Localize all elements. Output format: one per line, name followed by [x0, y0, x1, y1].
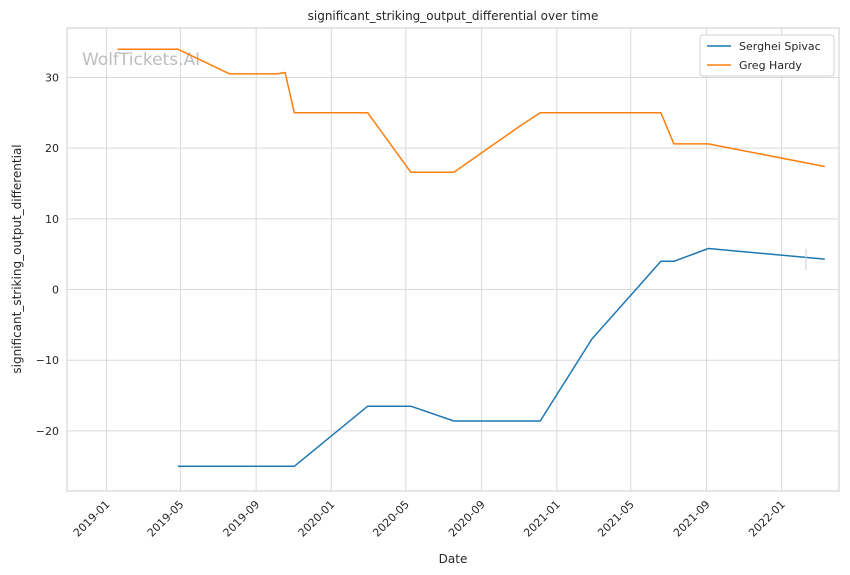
series-lines — [117, 48, 825, 468]
y-axis-label: significant_striking_output_differential — [10, 144, 24, 373]
x-tick-label: 2020-05 — [370, 498, 412, 540]
plot-area — [66, 27, 840, 492]
x-tick-label: 2022-01 — [746, 498, 788, 540]
chart-title: significant_striking_output_differential… — [308, 9, 599, 23]
y-tick-label: 10 — [45, 213, 59, 226]
x-tick-label: 2020-09 — [446, 498, 488, 540]
legend: Serghei Spivac Greg Hardy — [699, 34, 835, 77]
y-axis: −20 −10 0 10 20 30 — [36, 71, 59, 437]
x-tick-label: 2021-05 — [595, 498, 637, 540]
series-line-greg-hardy — [117, 48, 825, 173]
x-tick-label: 2021-09 — [671, 498, 713, 540]
x-tick-label: 2019-09 — [221, 498, 263, 540]
x-tick-label: 2019-05 — [145, 498, 187, 540]
legend-label: Serghei Spivac — [739, 40, 821, 53]
y-tick-label: 0 — [52, 284, 59, 297]
x-tick-label: 2020-01 — [296, 498, 338, 540]
y-tick-label: −10 — [36, 354, 59, 367]
y-tick-label: −20 — [36, 425, 59, 438]
y-tick-label: 20 — [45, 142, 59, 155]
grid — [67, 28, 839, 491]
x-tick-label: 2019-01 — [71, 498, 113, 540]
series-line-serghei-spivac — [177, 247, 825, 468]
legend-box — [699, 34, 835, 77]
x-axis: 2019-01 2019-05 2019-09 2020-01 2020-05 2020-… — [71, 498, 788, 540]
y-tick-label: 30 — [45, 71, 59, 84]
x-tick-label: 2021-01 — [521, 498, 563, 540]
watermark: WolfTickets.AI — [82, 50, 200, 70]
legend-label: Greg Hardy — [739, 59, 802, 72]
x-axis-label: Date — [439, 552, 468, 566]
